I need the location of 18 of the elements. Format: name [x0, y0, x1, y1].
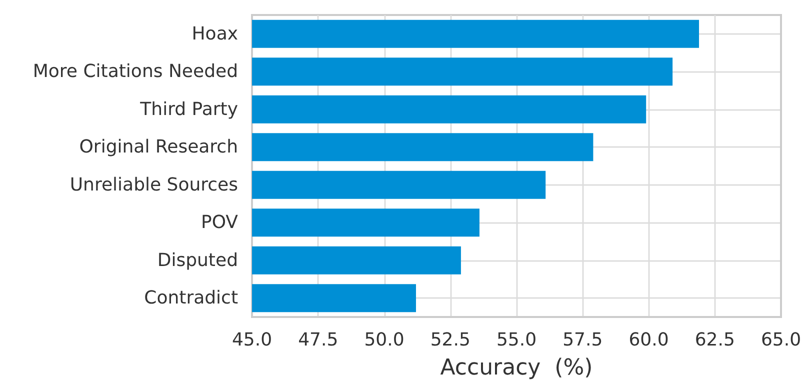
x-tick-label: 57.5 — [562, 330, 603, 350]
y-tick-label: Disputed — [157, 250, 238, 271]
x-tick-label: 62.5 — [694, 330, 735, 350]
y-tick-label: Unreliable Sources — [70, 174, 238, 196]
y-tick-label: Contradict — [144, 288, 238, 309]
y-tick-label: Original Research — [79, 136, 238, 158]
x-tick-label: 52.5 — [430, 330, 470, 350]
x-tick-label: 65.0 — [760, 330, 802, 350]
y-tick-label: More Citations Needed — [32, 61, 238, 82]
x-axis-title: Accuracy (%) — [440, 356, 593, 380]
y-tick-label: Third Party — [139, 98, 238, 120]
y-tick-label: POV — [200, 212, 239, 234]
x-tick-label: 45.0 — [232, 330, 272, 350]
y-tick-label: Hoax — [192, 23, 238, 44]
x-tick-label: 60.0 — [628, 330, 669, 350]
x-tick-label: 50.0 — [364, 330, 404, 350]
x-tick-label: 55.0 — [496, 330, 537, 350]
x-tick-label: 47.5 — [298, 330, 338, 350]
